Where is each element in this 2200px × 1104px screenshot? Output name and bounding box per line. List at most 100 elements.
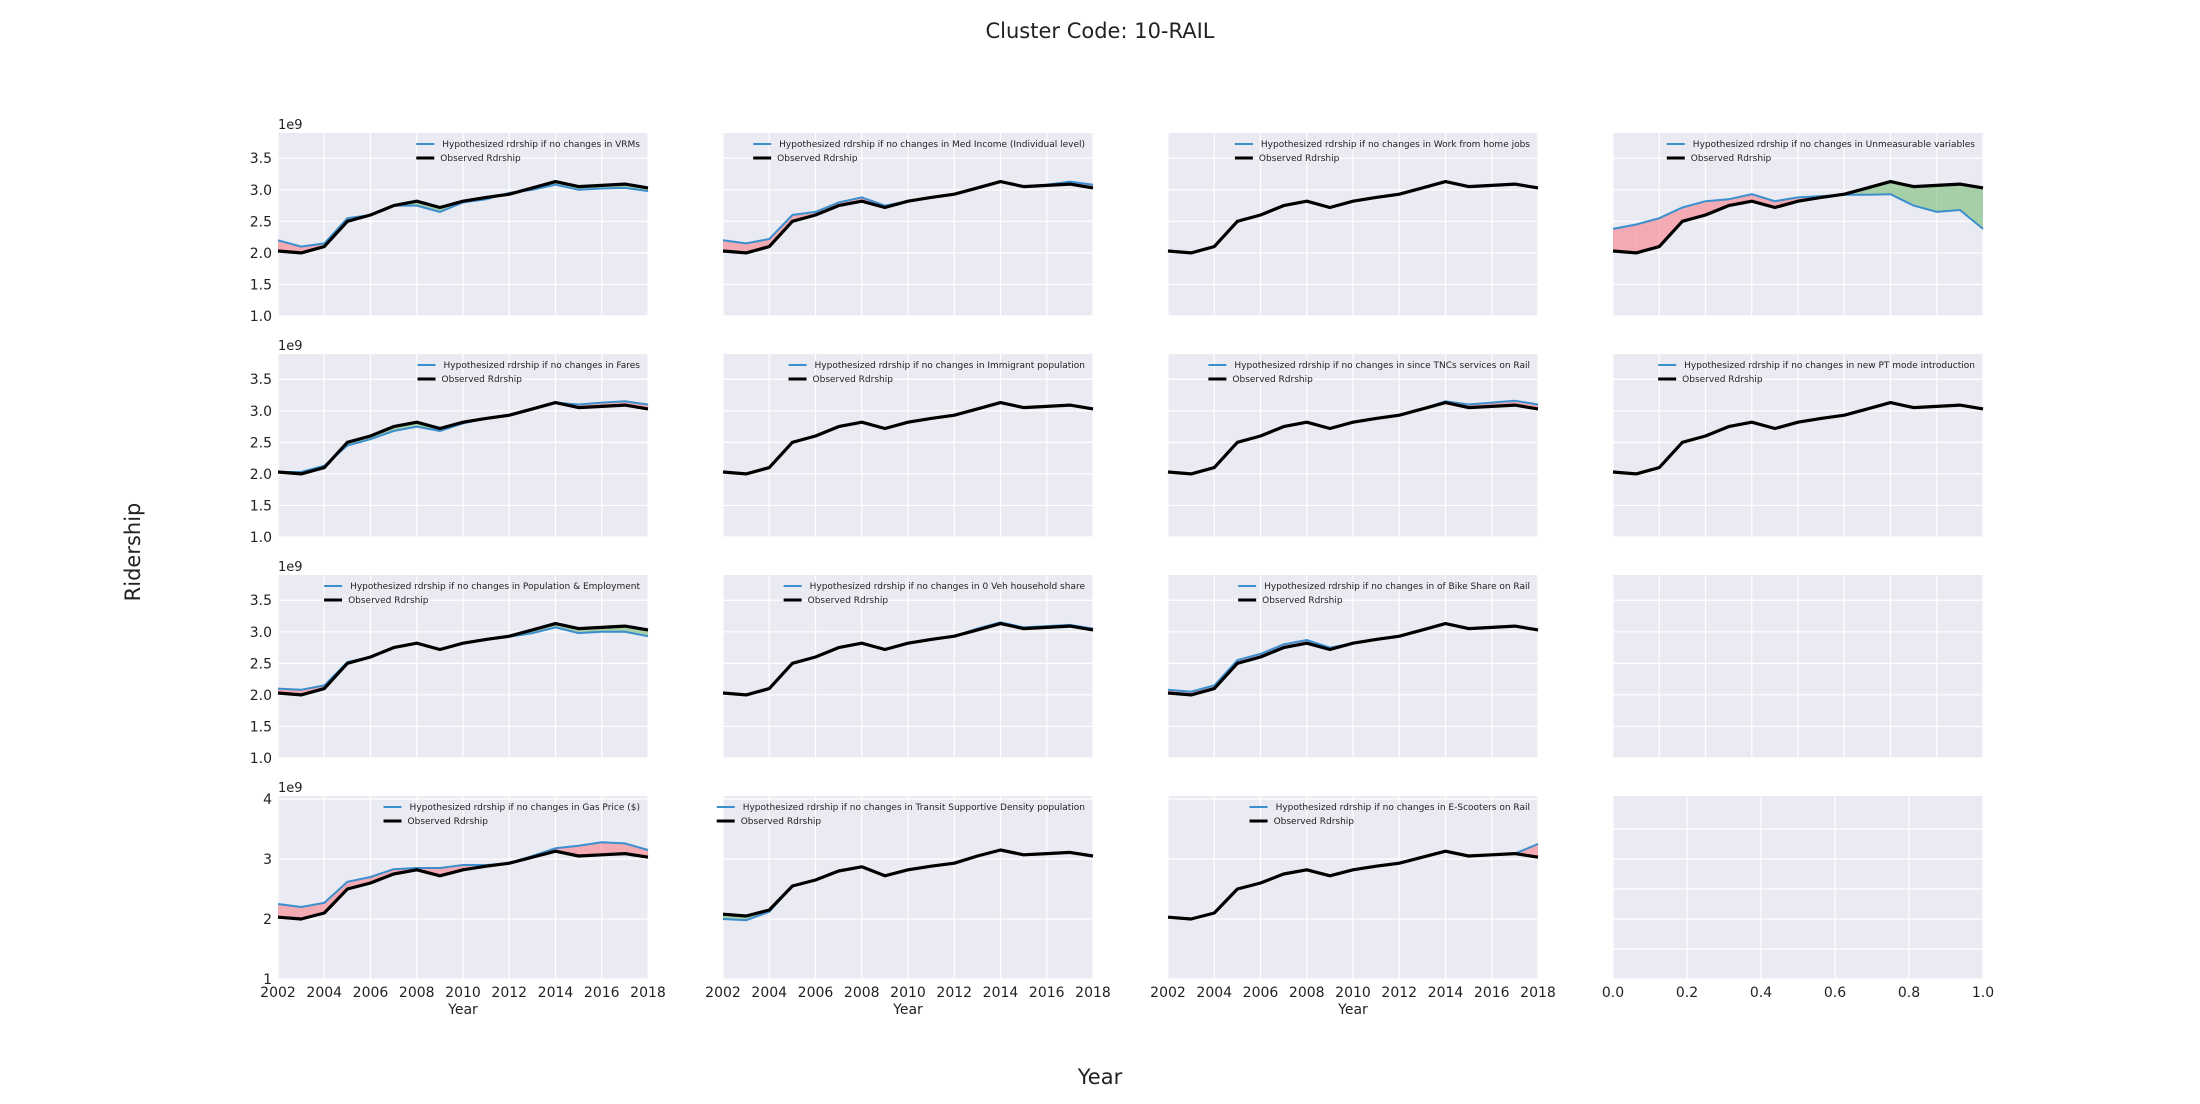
y-tick-label: 2.5 — [250, 435, 272, 451]
observed-series-line — [277, 180, 649, 255]
legend: Hypothesized rdrship if no changes in of… — [1238, 582, 1530, 606]
difference-fill — [278, 904, 302, 919]
x-axis-label: Year — [447, 1002, 478, 1018]
x-tick-label: 0.2 — [1676, 985, 1698, 1001]
y-axis-exponent: 1e9 — [278, 339, 303, 354]
y-tick-label: 3 — [263, 852, 272, 868]
chart-panel: 1.0 1.5 2.0 2.5 3.0 3.5 1e9 Hypothesized rdrshi… — [250, 339, 649, 546]
difference-fill — [1959, 184, 1983, 229]
y-tick-label: 2.0 — [250, 246, 272, 262]
legend-label-hypothesized: Hypothesized rdrship if no changes in of… — [1264, 582, 1530, 592]
y-tick-label: 3.5 — [250, 151, 272, 167]
chart-panel: Hypothesized rdrship if no changes in si… — [1167, 354, 1539, 538]
x-tick-label: 2016 — [1474, 985, 1510, 1001]
legend: Hypothesized rdrship if no changes in Im… — [788, 361, 1085, 385]
y-tick-label: 1.0 — [250, 751, 272, 767]
y-tick-label: 1.5 — [250, 719, 272, 735]
legend-label-hypothesized: Hypothesized rdrship if no changes in ne… — [1684, 361, 1975, 371]
legend-label-hypothesized: Hypothesized rdrship if no changes in Fa… — [444, 361, 641, 371]
x-tick-label: 2006 — [353, 985, 389, 1001]
legend-label-observed: Observed Rdrship — [1682, 375, 1763, 385]
legend: Hypothesized rdrship if no changes in Tr… — [716, 803, 1085, 827]
x-axis-label: Year — [1337, 1002, 1368, 1018]
y-tick-label: 3.5 — [250, 593, 272, 609]
x-tick-label: 2002 — [260, 985, 296, 1001]
hypothesized-series-line — [1612, 193, 1984, 230]
chart-panel — [1612, 575, 1984, 759]
difference-fill — [1659, 207, 1683, 247]
y-axis-exponent: 1e9 — [278, 781, 303, 796]
chart-panel: 2002 2004 2006 2008 2010 2012 2014 2016 2018 Year… — [1150, 796, 1556, 1018]
legend-label-observed: Observed Rdrship — [808, 596, 889, 606]
y-axis-exponent: 1e9 — [278, 560, 303, 575]
observed-series-line — [722, 848, 1094, 918]
chart-panel: Hypothesized rdrship if no changes in Me… — [722, 133, 1094, 317]
chart-panel: Hypothesized rdrship if no changes in Un… — [1612, 133, 1984, 317]
chart-panel: 0.0 0.2 0.4 0.6 0.8 1.0 — [1602, 796, 1994, 1001]
hypothesized-series-line — [277, 841, 649, 909]
chart-panel: 1 2 3 4 1e9 2002 2004 2006 2008 2010 2012 2014 2016 2… — [260, 781, 666, 1018]
legend-label-observed: Observed Rdrship — [1232, 375, 1313, 385]
legend-label-observed: Observed Rdrship — [1259, 154, 1340, 164]
legend-label-hypothesized: Hypothesized rdrship if no changes in Un… — [1693, 140, 1976, 150]
chart-panel: Hypothesized rdrship if no changes in ne… — [1612, 354, 1984, 538]
x-tick-label: 2014 — [538, 985, 574, 1001]
x-tick-label: 2018 — [1075, 985, 1111, 1001]
chart-panel: Hypothesized rdrship if no changes in Wo… — [1167, 133, 1539, 317]
x-tick-label: 2004 — [1196, 985, 1232, 1001]
y-tick-label: 2.0 — [250, 467, 272, 483]
y-tick-label: 3.0 — [250, 183, 272, 199]
difference-fill — [601, 842, 625, 855]
x-tick-label: 2002 — [1150, 985, 1186, 1001]
x-tick-label: 0.6 — [1824, 985, 1846, 1001]
legend-label-hypothesized: Hypothesized rdrship if no changes in Ga… — [410, 803, 640, 813]
observed-series-line — [277, 849, 649, 921]
difference-fill — [1613, 224, 1637, 253]
legend: Hypothesized rdrship if no changes in E-… — [1249, 803, 1530, 827]
legend: Hypothesized rdrship if no changes in Po… — [324, 582, 640, 606]
x-tick-label: 2008 — [844, 985, 880, 1001]
x-tick-label: 1.0 — [1972, 985, 1994, 1001]
legend-label-hypothesized: Hypothesized rdrship if no changes in VR… — [442, 140, 640, 150]
y-tick-label: 1.0 — [250, 309, 272, 325]
y-tick-label: 2.0 — [250, 688, 272, 704]
legend: Hypothesized rdrship if no changes in Ga… — [383, 803, 640, 827]
x-tick-label: 2010 — [1335, 985, 1371, 1001]
difference-fill — [1936, 184, 1960, 212]
legend-label-observed: Observed Rdrship — [813, 375, 894, 385]
x-tick-label: 2016 — [1029, 985, 1065, 1001]
legend-label-hypothesized: Hypothesized rdrship if no changes in Tr… — [743, 803, 1085, 813]
y-tick-label: 3.0 — [250, 404, 272, 420]
legend-label-observed: Observed Rdrship — [1691, 154, 1772, 164]
y-tick-label: 1.0 — [250, 530, 272, 546]
legend-label-observed: Observed Rdrship — [440, 154, 521, 164]
chart-panel: Hypothesized rdrship if no changes in of… — [1167, 575, 1539, 759]
x-tick-label: 0.8 — [1898, 985, 1920, 1001]
observed-series-line — [1167, 622, 1539, 697]
panel-background — [1613, 796, 1983, 979]
chart-panel: 1.0 1.5 2.0 2.5 3.0 3.5 1e9 Hypothesized rdrshi… — [250, 560, 649, 767]
y-axis-exponent: 1e9 — [278, 118, 303, 133]
chart-panel: Hypothesized rdrship if no changes in Im… — [722, 354, 1094, 538]
legend: Hypothesized rdrship if no changes in si… — [1208, 361, 1530, 385]
x-tick-label: 2012 — [491, 985, 527, 1001]
legend-label-hypothesized: Hypothesized rdrship if no changes in Po… — [350, 582, 640, 592]
observed-series-line — [722, 180, 1094, 255]
x-tick-label: 2004 — [306, 985, 342, 1001]
legend-label-hypothesized: Hypothesized rdrship if no changes in 0 … — [810, 582, 1086, 592]
x-tick-label: 2014 — [1428, 985, 1464, 1001]
observed-series-line — [277, 622, 649, 697]
legend: Hypothesized rdrship if no changes in Me… — [753, 140, 1085, 164]
x-tick-label: 2012 — [1381, 985, 1417, 1001]
x-tick-label: 2018 — [630, 985, 666, 1001]
difference-fill — [1890, 181, 1914, 206]
observed-series-line — [1167, 180, 1539, 255]
legend-label-observed: Observed Rdrship — [442, 375, 523, 385]
y-tick-label: 2 — [263, 912, 272, 928]
legend-label-observed: Observed Rdrship — [777, 154, 858, 164]
observed-series-line — [277, 401, 649, 476]
observed-series-line — [1167, 401, 1539, 476]
panels-grid: 1.0 1.5 2.0 2.5 3.0 3.5 1e9 Hypothesized rdrshi… — [250, 118, 1994, 1018]
y-tick-label: 3.5 — [250, 372, 272, 388]
